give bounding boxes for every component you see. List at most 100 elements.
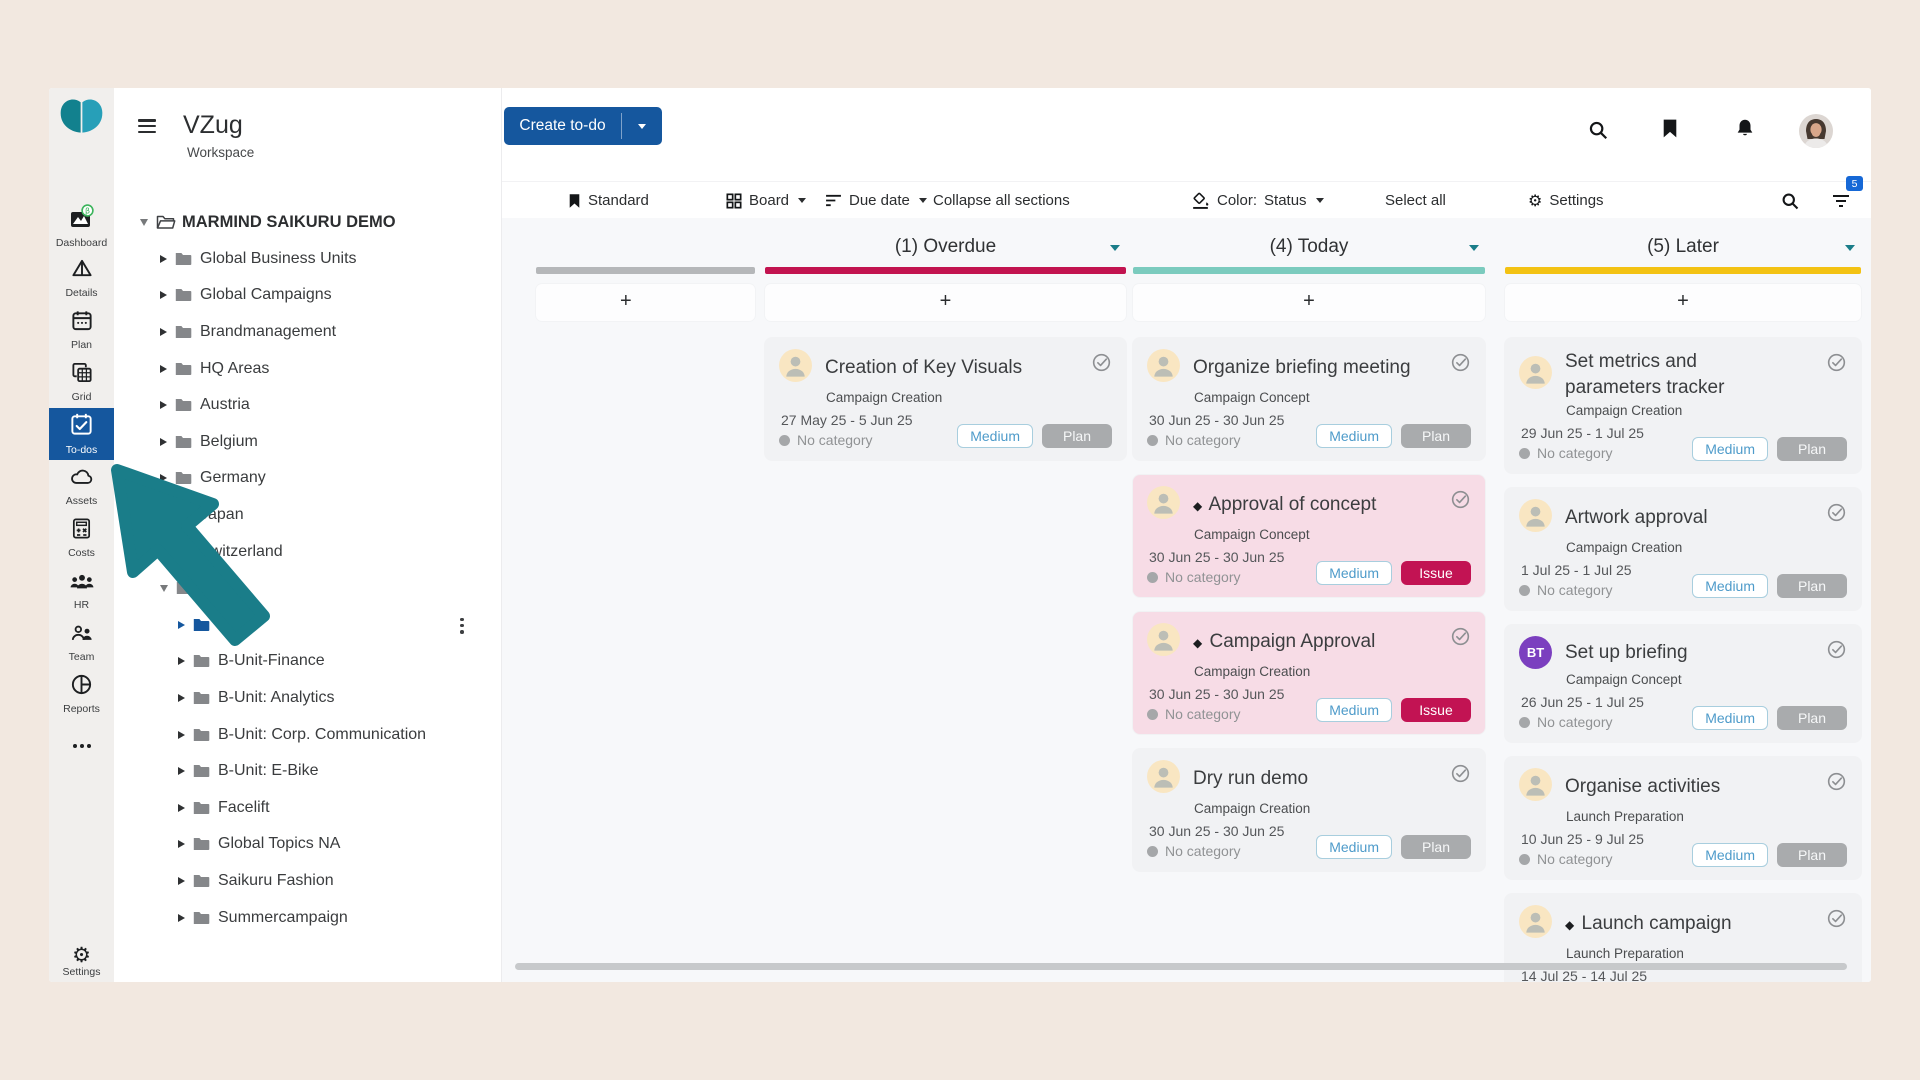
- tree-row[interactable]: Global Campaigns: [114, 277, 501, 314]
- kebab-menu-icon[interactable]: [458, 616, 466, 636]
- card-project-link[interactable]: Launch Preparation: [1566, 809, 1684, 825]
- priority-chip[interactable]: Medium: [1316, 835, 1392, 859]
- sidebar-item-plan[interactable]: Plan: [49, 304, 114, 356]
- tree-row[interactable]: Germany: [114, 460, 501, 497]
- tree-row[interactable]: Global Topics NA: [114, 826, 501, 863]
- priority-chip[interactable]: Medium: [1692, 706, 1768, 731]
- add-card-button[interactable]: +: [1505, 284, 1861, 321]
- priority-chip[interactable]: Medium: [1692, 843, 1768, 868]
- sidebar-item-costs[interactable]: Costs: [49, 512, 114, 564]
- card-project-link[interactable]: Campaign Concept: [1194, 390, 1310, 405]
- todo-card[interactable]: Dry run demo Campaign Creation 30 Jun 25…: [1133, 749, 1485, 871]
- select-all-button[interactable]: Select all: [1385, 182, 1446, 219]
- create-todo-dropdown[interactable]: [622, 107, 662, 145]
- type-chip[interactable]: Issue: [1401, 561, 1471, 585]
- menu-hamburger-icon[interactable]: [138, 119, 156, 137]
- tree-row[interactable]: HQ Areas: [114, 350, 501, 387]
- priority-chip[interactable]: Medium: [1316, 424, 1392, 448]
- color-by-select[interactable]: Color: Status: [1191, 182, 1324, 219]
- check-circle-icon[interactable]: [1450, 352, 1471, 378]
- card-project-link[interactable]: Launch Preparation: [1566, 946, 1684, 962]
- board-search-icon[interactable]: [1780, 182, 1800, 219]
- tree-row[interactable]: B-Unit: E-Bike: [114, 753, 501, 790]
- tree-row-root[interactable]: MARMIND SAIKURU DEMO: [114, 204, 501, 241]
- view-mode-board-select[interactable]: Board: [726, 182, 807, 219]
- sidebar-item-assets[interactable]: Assets: [49, 460, 114, 512]
- type-chip[interactable]: Plan: [1777, 574, 1847, 599]
- create-todo-button[interactable]: Create to-do: [504, 107, 662, 145]
- priority-chip[interactable]: Medium: [957, 424, 1033, 448]
- check-circle-icon[interactable]: [1826, 908, 1847, 934]
- card-project-link[interactable]: Campaign Creation: [1566, 403, 1683, 419]
- card-project-link[interactable]: Campaign Concept: [1194, 527, 1310, 542]
- column-menu-caret-icon[interactable]: [1845, 245, 1855, 251]
- sort-due-date-select[interactable]: Due date: [825, 182, 927, 219]
- add-card-button[interactable]: +: [1133, 284, 1485, 321]
- tree-row[interactable]: Saikuru Fashion: [114, 863, 501, 900]
- check-circle-icon[interactable]: [1450, 763, 1471, 789]
- todo-card[interactable]: Artwork approval Campaign Creation 1 Jul…: [1505, 488, 1861, 611]
- tree-row[interactable]: B-Unit-Finance: [114, 643, 501, 680]
- tree-row[interactable]: Facelift: [114, 790, 501, 827]
- tree-row[interactable]: Austria: [114, 387, 501, 424]
- check-circle-icon[interactable]: [1826, 639, 1847, 665]
- search-icon[interactable]: [1587, 119, 1609, 146]
- user-avatar[interactable]: [1798, 113, 1834, 154]
- check-circle-icon[interactable]: [1450, 489, 1471, 515]
- priority-chip[interactable]: Medium: [1316, 698, 1392, 722]
- check-circle-icon[interactable]: [1450, 626, 1471, 652]
- type-chip[interactable]: Issue: [1401, 698, 1471, 722]
- tree-row[interactable]: Global Business Units: [114, 241, 501, 278]
- card-project-link[interactable]: Campaign Creation: [1194, 664, 1311, 679]
- sidebar-item-hr[interactable]: HR: [49, 564, 114, 616]
- card-project-link[interactable]: Campaign Creation: [1194, 801, 1311, 816]
- tree-row[interactable]: Summercampaign: [114, 899, 501, 936]
- collapse-all-sections-button[interactable]: Collapse all sections: [933, 182, 1070, 219]
- tree-row-expanded-hidden[interactable]: [114, 570, 501, 607]
- priority-chip[interactable]: Medium: [1692, 437, 1768, 462]
- todo-card[interactable]: Set metrics and parameters tracker Campa…: [1505, 338, 1861, 474]
- board-settings-button[interactable]: ⚙ Settings: [1528, 182, 1604, 219]
- check-circle-icon[interactable]: [1826, 502, 1847, 528]
- tree-row-selected[interactable]: [114, 607, 501, 644]
- card-project-link[interactable]: Campaign Creation: [1566, 540, 1683, 556]
- bookmark-icon[interactable]: [1661, 118, 1679, 144]
- sidebar-item-details[interactable]: Details: [49, 252, 114, 304]
- view-standard-button[interactable]: Standard: [568, 182, 649, 219]
- check-circle-icon[interactable]: [1826, 771, 1847, 797]
- type-chip[interactable]: Plan: [1401, 424, 1471, 448]
- tree-row[interactable]: Brandmanagement: [114, 314, 501, 351]
- sidebar-item-todos[interactable]: To-dos: [49, 408, 114, 460]
- todo-card-issue[interactable]: ◆ Campaign Approval Campaign Creation 30…: [1133, 612, 1485, 734]
- todo-card-issue[interactable]: ◆ Approval of concept Campaign Concept 3…: [1133, 475, 1485, 597]
- notifications-bell-icon[interactable]: [1734, 117, 1756, 145]
- todo-card[interactable]: Organize briefing meeting Campaign Conce…: [1133, 338, 1485, 460]
- sidebar-item-grid[interactable]: Grid: [49, 356, 114, 408]
- tree-row[interactable]: B-Unit: Corp. Communication: [114, 716, 501, 753]
- sidebar-item-settings[interactable]: ⚙ Settings: [49, 944, 114, 978]
- check-circle-icon[interactable]: [1091, 352, 1112, 378]
- type-chip[interactable]: Plan: [1401, 835, 1471, 859]
- tree-row[interactable]: B-Unit: Analytics: [114, 680, 501, 717]
- filter-button[interactable]: 5: [1832, 176, 1863, 219]
- add-card-button[interactable]: +: [536, 284, 755, 321]
- tree-row[interactable]: Belgium: [114, 424, 501, 461]
- add-card-button[interactable]: +: [765, 284, 1126, 321]
- sidebar-item-reports[interactable]: Reports: [49, 668, 114, 720]
- tree-row[interactable]: Switzerland: [114, 533, 501, 570]
- todo-card[interactable]: Creation of Key Visuals Campaign Creatio…: [765, 338, 1126, 460]
- type-chip[interactable]: Plan: [1777, 437, 1847, 462]
- column-menu-caret-icon[interactable]: [1469, 245, 1479, 251]
- sidebar-item-dashboard[interactable]: β Dashboard: [49, 200, 114, 252]
- todo-card[interactable]: Organise activities Launch Preparation 1…: [1505, 757, 1861, 880]
- card-project-link[interactable]: Campaign Creation: [826, 390, 943, 405]
- check-circle-icon[interactable]: [1826, 352, 1847, 378]
- card-project-link[interactable]: Campaign Concept: [1566, 672, 1682, 688]
- sidebar-item-more[interactable]: [49, 720, 114, 772]
- priority-chip[interactable]: Medium: [1316, 561, 1392, 585]
- sidebar-item-team[interactable]: Team: [49, 616, 114, 668]
- horizontal-scrollbar-thumb[interactable]: [515, 963, 1847, 970]
- tree-row[interactable]: Japan: [114, 497, 501, 534]
- priority-chip[interactable]: Medium: [1692, 574, 1768, 599]
- todo-card[interactable]: BT Set up briefing Campaign Concept 26 J…: [1505, 625, 1861, 743]
